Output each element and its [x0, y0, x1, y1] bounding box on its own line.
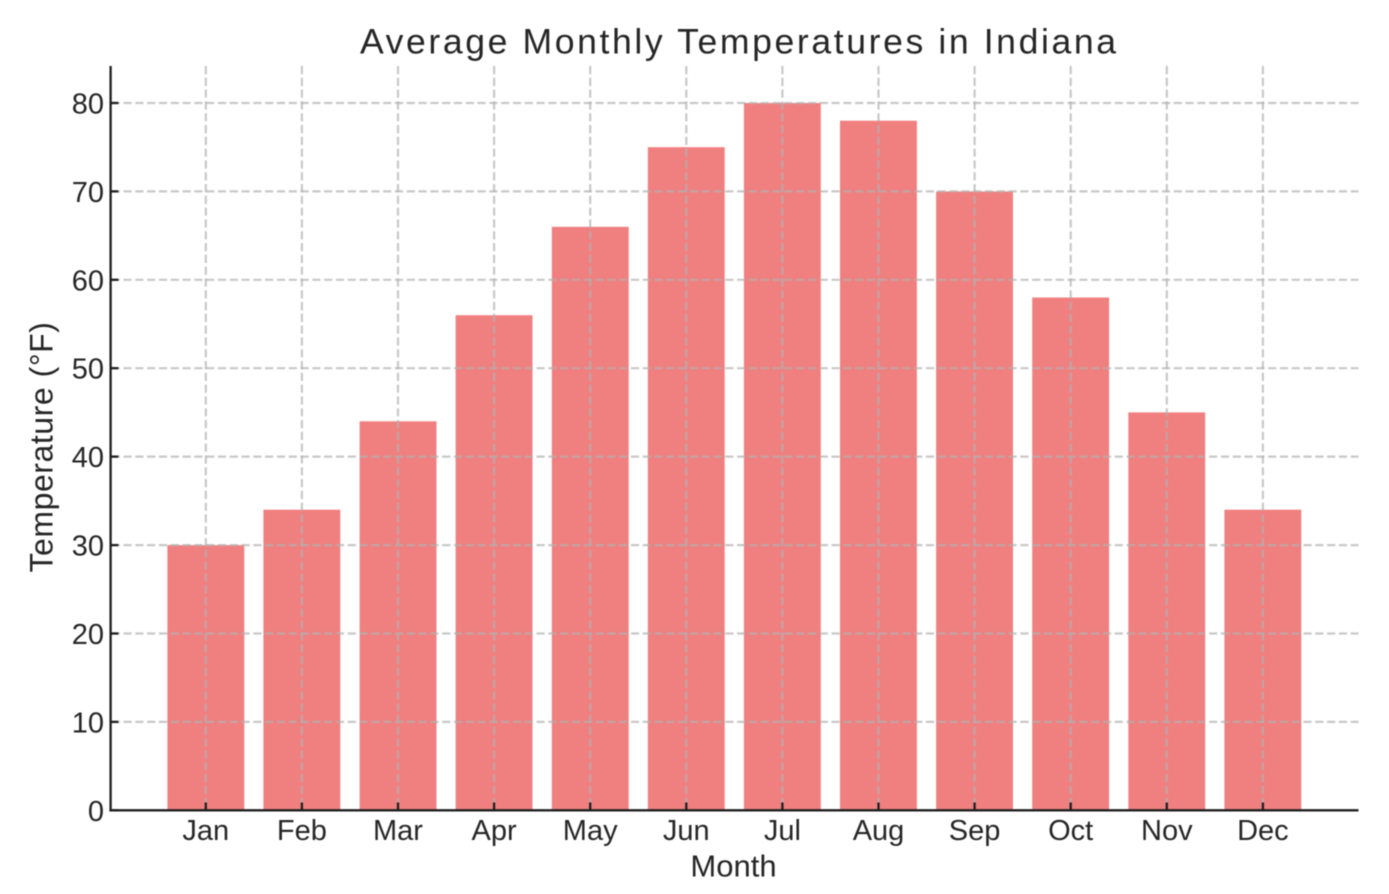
svg-text:Jan: Jan [182, 815, 229, 847]
svg-text:20: 20 [72, 619, 104, 651]
svg-text:May: May [563, 815, 618, 847]
svg-text:Temperature (°F): Temperature (°F) [24, 322, 60, 573]
svg-text:Dec: Dec [1237, 815, 1289, 847]
svg-text:Aug: Aug [853, 815, 905, 847]
svg-text:Sep: Sep [949, 815, 1001, 847]
svg-text:Nov: Nov [1141, 815, 1193, 847]
svg-text:40: 40 [72, 442, 104, 474]
svg-text:Jul: Jul [764, 815, 801, 847]
svg-text:60: 60 [72, 265, 104, 297]
svg-text:50: 50 [72, 354, 104, 386]
svg-text:Mar: Mar [373, 815, 423, 847]
svg-text:70: 70 [72, 177, 104, 209]
svg-text:30: 30 [72, 531, 104, 563]
svg-text:80: 80 [72, 89, 104, 121]
svg-text:Oct: Oct [1048, 815, 1093, 847]
svg-text:10: 10 [72, 707, 104, 739]
svg-text:Jun: Jun [663, 815, 710, 847]
svg-text:Feb: Feb [277, 815, 327, 847]
svg-text:Average Monthly Temperatures i: Average Monthly Temperatures in Indiana [360, 22, 1119, 62]
svg-text:Apr: Apr [472, 815, 517, 847]
svg-text:Month: Month [690, 849, 776, 884]
svg-text:0: 0 [88, 796, 104, 828]
